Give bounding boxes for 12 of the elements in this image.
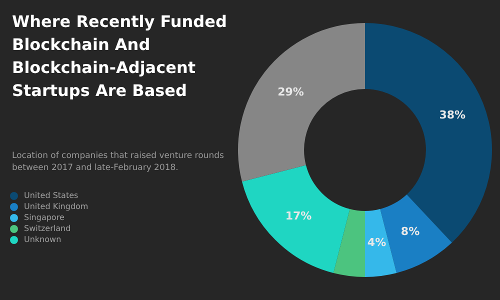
text: Location of companies that raised venture rounds between 2017 and late-February 2018. — [12, 150, 225, 174]
legend-label: Unknown — [24, 235, 62, 244]
data-label: 17% — [285, 209, 312, 222]
legend-label: Singapore — [24, 213, 64, 222]
text: Where Recently Funded Blockchain And Blockchain-Adjacent Startups Are Based — [12, 11, 228, 102]
data-label: 4% — [367, 236, 386, 250]
data-label: 29% — [278, 85, 304, 98]
data-label: 8% — [400, 225, 420, 238]
data-label: 38% — [439, 108, 466, 122]
legend-label: Switzerland — [24, 224, 71, 233]
legend-label: United Kingdom — [24, 202, 88, 211]
legend-label: United States — [24, 191, 78, 200]
